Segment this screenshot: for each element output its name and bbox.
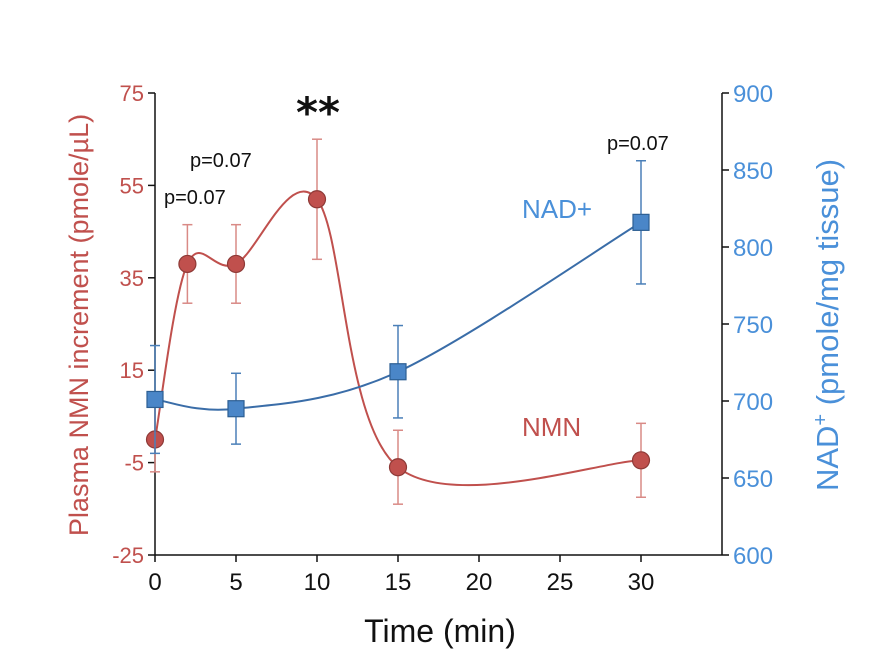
nad-point xyxy=(632,213,650,231)
x-axis-ticks: 0 5 10 15 20 25 30 xyxy=(148,555,654,596)
nmn-point xyxy=(226,254,246,274)
nmn-point xyxy=(388,458,408,477)
right-tick-label: 700 xyxy=(733,389,773,416)
right-axis-ticks: 900 850 800 750 700 650 600 xyxy=(722,81,773,570)
x-tick-label: 15 xyxy=(385,569,412,596)
x-tick-label: 0 xyxy=(148,569,161,596)
x-tick-label: 5 xyxy=(229,569,242,596)
nad-line xyxy=(154,221,642,411)
right-tick-label: 600 xyxy=(733,543,773,570)
legend-nad: NAD+ xyxy=(522,194,592,224)
left-axis-label: Plasma NMN increment (pmole/µL) xyxy=(64,114,94,536)
right-tick-label: 650 xyxy=(733,466,773,493)
significance-10min: ** xyxy=(296,88,340,137)
pvalue-30min: p=0.07 xyxy=(607,133,669,155)
right-axis-label: NAD+ (pmole/mg tissue) xyxy=(810,159,845,491)
right-tick-label: 750 xyxy=(733,312,773,339)
nmn-point xyxy=(631,451,651,470)
legend-nmn: NMN xyxy=(522,412,581,442)
x-tick-label: 20 xyxy=(466,569,493,596)
x-axis-label: Time (min) xyxy=(364,613,516,649)
x-tick-label: 10 xyxy=(304,569,331,596)
left-tick-label: 35 xyxy=(120,266,144,291)
left-tick-label: -5 xyxy=(124,451,144,476)
right-tick-label: 800 xyxy=(733,235,773,262)
right-tick-label: 900 xyxy=(733,81,773,108)
left-tick-label: 15 xyxy=(120,358,144,383)
nmn-point xyxy=(307,190,327,209)
x-tick-label: 30 xyxy=(628,569,655,596)
right-axis-label-sup: + xyxy=(810,414,832,426)
nad-point xyxy=(146,390,164,409)
nad-series xyxy=(146,160,650,455)
nad-point xyxy=(389,363,407,381)
left-tick-label: 75 xyxy=(120,81,144,106)
left-tick-label: -25 xyxy=(112,543,144,568)
pvalue-2min: p=0.07 xyxy=(164,187,226,209)
x-tick-label: 25 xyxy=(547,569,574,596)
nad-point xyxy=(227,400,245,418)
nmn-series xyxy=(145,138,651,505)
left-tick-label: 55 xyxy=(120,173,144,198)
right-tick-label: 850 xyxy=(733,158,773,185)
right-axis-label-rest: (pmole/mg tissue) xyxy=(810,159,845,414)
left-axis-ticks: 75 55 35 15 -5 -25 xyxy=(112,81,155,568)
nmn-point xyxy=(178,254,197,274)
pvalue-5min: p=0.07 xyxy=(190,150,252,172)
right-axis-label-main: NAD xyxy=(810,426,845,491)
